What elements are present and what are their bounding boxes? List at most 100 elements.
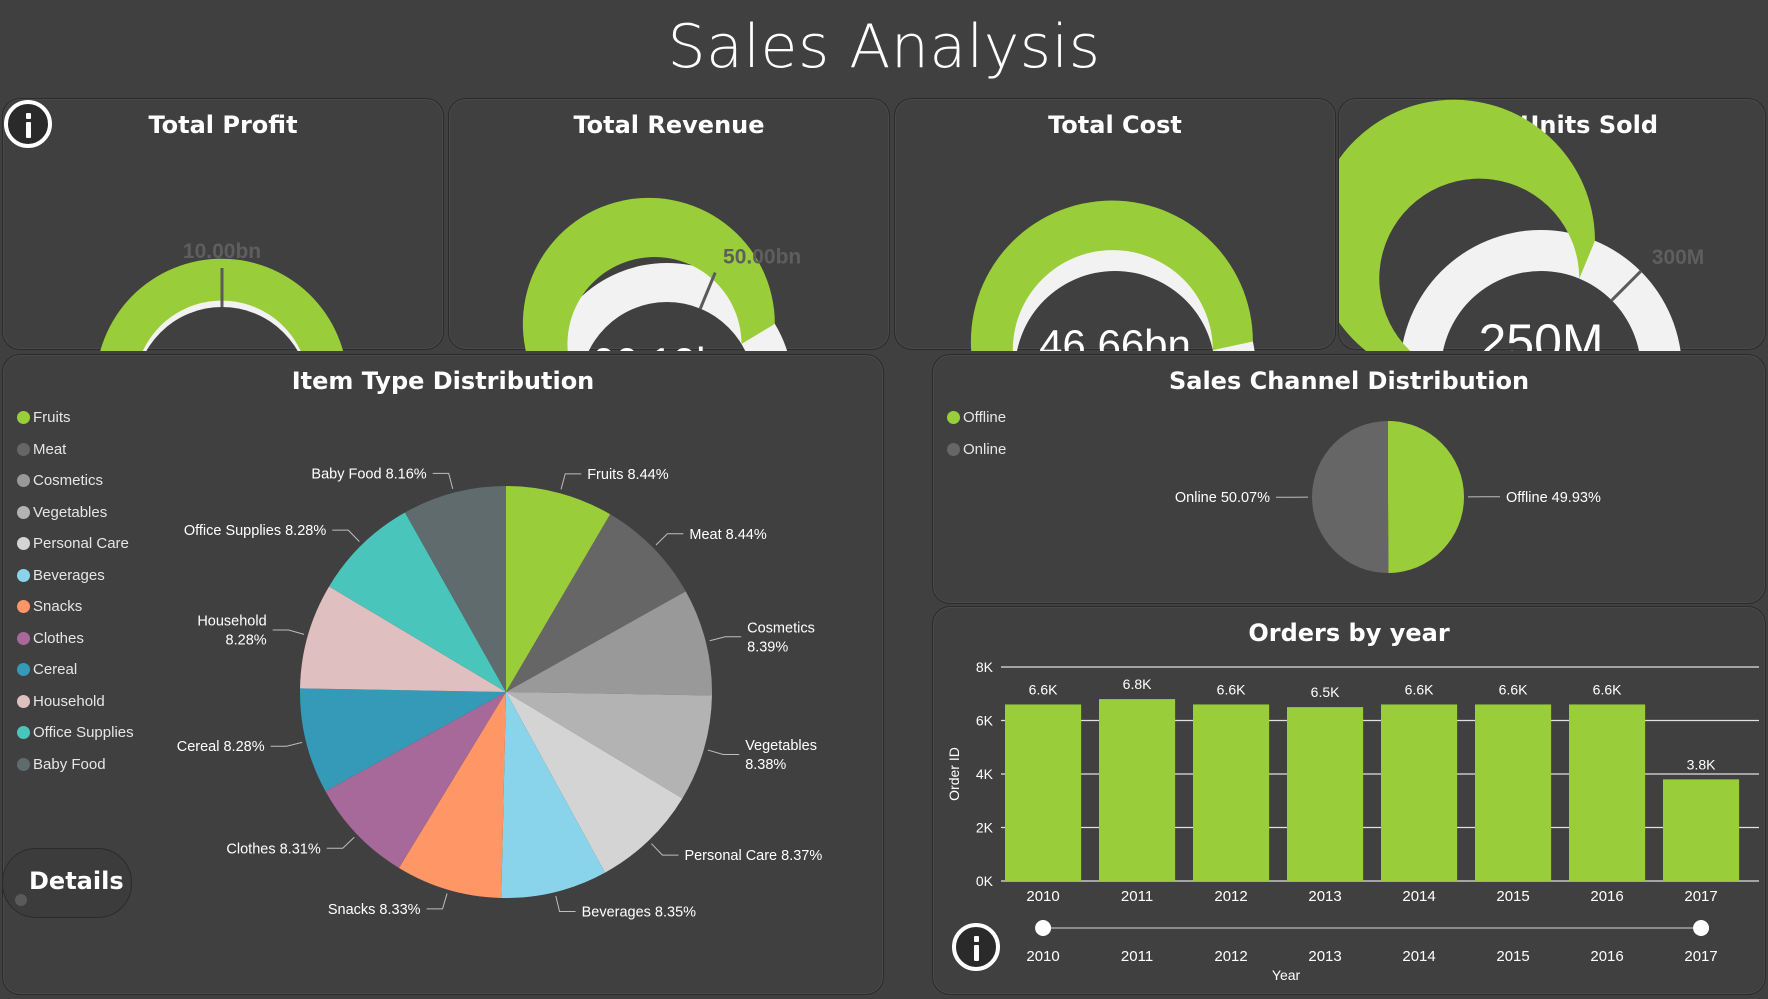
kpi-card-units: Total Units Sold 300M250M0M400M [1338, 98, 1766, 351]
legend-item[interactable]: Office Supplies [17, 717, 134, 749]
pie-data-label: Cereal 8.28% [177, 739, 265, 755]
slider-year-label: 2012 [1214, 948, 1247, 965]
details-button[interactable]: Details [2, 848, 132, 918]
gauge-target-label: 10.00bn [183, 240, 261, 263]
legend-item[interactable]: Cereal [17, 654, 134, 686]
y-tick-label: 0K [976, 873, 994, 889]
bar-2011[interactable] [1099, 699, 1176, 881]
legend-item[interactable]: Clothes [17, 623, 134, 655]
pie-data-label: Household [197, 614, 266, 630]
legend-item[interactable]: Fruits [17, 402, 134, 434]
pie-slice-offline[interactable] [1388, 421, 1465, 573]
year-slider-start-handle[interactable] [1035, 920, 1052, 936]
gauge-value: 66.19bn [591, 339, 743, 351]
legend-label: Snacks [33, 598, 83, 616]
pie-slice-clothes[interactable] [325, 692, 506, 869]
info-icon [973, 936, 979, 942]
pie-slice-cosmetics[interactable] [506, 591, 712, 696]
legend-dot-icon [17, 442, 30, 456]
item-type-title: Item Type Distribution [291, 367, 595, 395]
x-tick-label: 2016 [1590, 888, 1623, 905]
pie-slice-vegetables[interactable] [506, 692, 712, 799]
pie-leader-line [707, 749, 740, 755]
bar-data-label: 6.6K [1499, 681, 1528, 697]
legend-item[interactable]: Vegetables [17, 497, 134, 529]
x-tick-label: 2010 [1026, 888, 1059, 905]
legend-dot-icon [17, 694, 30, 708]
legend-item[interactable]: Snacks [17, 591, 134, 623]
gauge-target-label: 50.00bn [723, 245, 801, 268]
legend-label: Cereal [33, 661, 78, 679]
pie-data-label: Fruits 8.44% [587, 467, 668, 483]
bar-2017[interactable] [1663, 779, 1740, 881]
slider-year-label: 2016 [1590, 948, 1623, 965]
legend-label: Cosmetics [33, 472, 104, 490]
x-tick-label: 2015 [1496, 888, 1529, 905]
legend-dot-icon [17, 757, 30, 771]
bar-2012[interactable] [1193, 704, 1270, 881]
pie-slice-beverages[interactable] [501, 692, 606, 898]
pie-data-label: 8.38% [745, 757, 786, 773]
legend-item[interactable]: Online [947, 434, 1006, 466]
pie-slice-household[interactable] [300, 586, 506, 692]
legend-item[interactable]: Beverages [17, 560, 134, 592]
slider-year-label: 2017 [1684, 948, 1717, 965]
legend-item[interactable]: Offline [947, 402, 1006, 434]
legend-item[interactable]: Baby Food [17, 749, 134, 781]
pie-leader-line [272, 629, 305, 635]
bar-2016[interactable] [1569, 704, 1646, 881]
info-icon [25, 113, 31, 119]
y-tick-label: 4K [976, 766, 994, 782]
pie-data-label: Office Supplies 8.28% [184, 523, 327, 539]
pie-slice-personal-care[interactable] [506, 692, 683, 873]
legend-label: Online [963, 440, 1007, 458]
bar-2013[interactable] [1287, 707, 1364, 881]
pie-slice-fruits[interactable] [506, 486, 611, 692]
legend-dot-icon [947, 442, 960, 456]
x-tick-label: 2012 [1214, 888, 1247, 905]
legend-dot-icon [17, 537, 30, 551]
orders-bar-chart: 0K 2K 4K 6K 8K Order ID 6.6K 2010 6.8K 2011 6.6K 20… [946, 659, 1759, 983]
legend-item[interactable]: Personal Care [17, 528, 134, 560]
sales-channel-card: Sales Channel Distribution Offline Online… [932, 354, 1766, 604]
kpi-title: Total Cost [1048, 111, 1182, 139]
item-type-pie: Fruits 8.44% Meat 8.44% Cosmetics 8.39% Vege… [177, 466, 823, 920]
pie-slice-online[interactable] [1312, 421, 1389, 573]
pie-slice-office-supplies[interactable] [329, 512, 506, 692]
info-button-bottom[interactable] [952, 923, 1000, 971]
pie-leader-line [651, 843, 679, 856]
year-slider-end-handle[interactable] [1693, 920, 1710, 936]
legend-label: Fruits [33, 409, 71, 427]
pie-leader-line [326, 836, 355, 849]
kpi-title: Total Revenue [573, 111, 765, 139]
info-button-top[interactable] [4, 100, 52, 148]
x-tick-label: 2017 [1684, 888, 1717, 905]
pie-leader-line [426, 893, 448, 910]
bar-2014[interactable] [1381, 704, 1458, 881]
pie-data-label: Snacks 8.33% [328, 902, 421, 918]
legend-item[interactable]: Meat [17, 434, 134, 466]
sales-channel-legend: Offline Online [947, 402, 1006, 465]
x-tick-label: 2011 [1121, 888, 1153, 905]
bar-data-label: 6.6K [1217, 681, 1246, 697]
pie-leader-line [655, 533, 684, 546]
bar-2015[interactable] [1475, 704, 1552, 881]
pie-slice-meat[interactable] [506, 514, 686, 692]
gauge-value: 46.66bn [1039, 321, 1191, 351]
pie-data-label: 8.28% [226, 633, 267, 649]
pie-slice-cereal[interactable] [300, 688, 506, 792]
gauge-fill [100, 258, 343, 351]
legend-label: Meat [33, 440, 67, 458]
gauge-fill [522, 197, 775, 351]
legend-dot-icon [17, 663, 30, 677]
legend-item[interactable]: Household [17, 686, 134, 718]
legend-item[interactable]: Cosmetics [17, 465, 134, 497]
pie-slice-baby-food[interactable] [404, 486, 506, 692]
revenue-gauge: 50.00bn66.19bn0.00bn80.00bn [522, 197, 801, 351]
bar-2010[interactable] [1005, 704, 1082, 881]
orders-title: Orders by year [1248, 619, 1450, 647]
pie-slice-snacks[interactable] [398, 692, 506, 898]
bar-data-label: 6.6K [1029, 681, 1058, 697]
legend-label: Household [33, 692, 105, 710]
slider-year-label: 2013 [1308, 948, 1341, 965]
